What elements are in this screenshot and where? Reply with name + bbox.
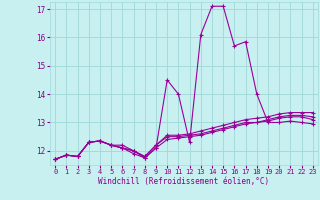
- X-axis label: Windchill (Refroidissement éolien,°C): Windchill (Refroidissement éolien,°C): [99, 177, 269, 186]
